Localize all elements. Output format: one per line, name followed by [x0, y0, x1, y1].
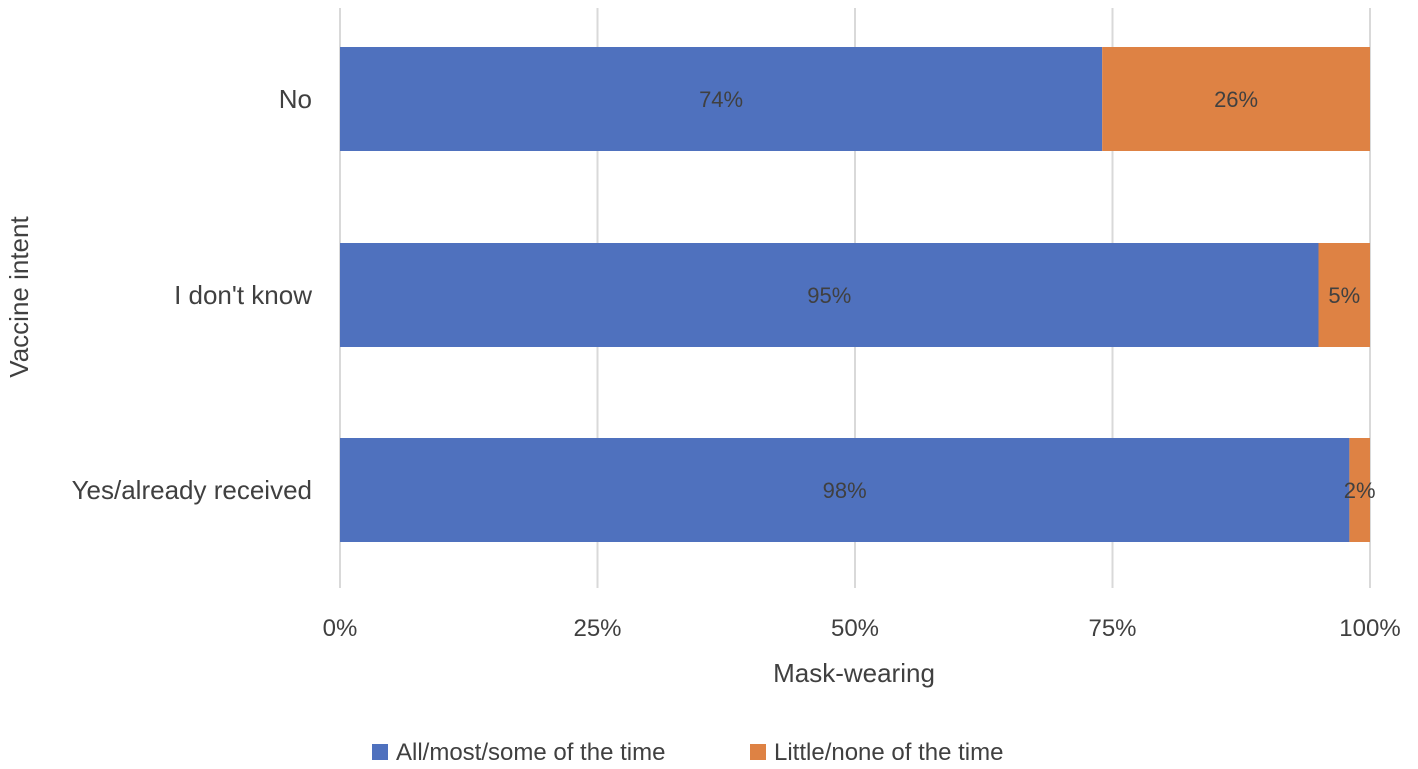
data-label: 98% [823, 478, 867, 503]
y-axis-title: Vaccine intent [4, 216, 34, 378]
bar-segment [340, 243, 1319, 347]
bar-segment [340, 47, 1103, 151]
x-tick-label: 0% [323, 615, 358, 642]
x-tick-label: 100% [1339, 615, 1400, 642]
legend-label: All/most/some of the time [396, 739, 665, 766]
bar-segment [1318, 243, 1370, 347]
legend: All/most/some of the time Little/none of … [372, 739, 1003, 766]
category-label: No [279, 84, 312, 114]
x-tick-label: 25% [573, 615, 621, 642]
x-axis-title: Mask-wearing [773, 658, 935, 688]
legend-label: Little/none of the time [774, 739, 1003, 766]
category-axis: No I don't know Yes/already received [72, 84, 313, 505]
legend-swatch [750, 744, 766, 760]
data-label: 5% [1328, 283, 1360, 308]
data-labels: 74% 26% 95% 5% 98% 2% [699, 87, 1376, 503]
category-label: Yes/already received [72, 475, 312, 505]
category-label: I don't know [174, 280, 312, 310]
bar-segment [1349, 438, 1370, 542]
value-axis: 0% 25% 50% 75% 100% [323, 615, 1401, 642]
data-label: 74% [699, 87, 743, 112]
data-label: 26% [1214, 87, 1258, 112]
data-label: 95% [807, 283, 851, 308]
x-tick-label: 50% [831, 615, 879, 642]
legend-swatch [372, 744, 388, 760]
x-tick-label: 75% [1088, 615, 1136, 642]
data-label: 2% [1344, 478, 1376, 503]
bar-segment [1102, 47, 1370, 151]
bar-segment [340, 438, 1350, 542]
bars [340, 47, 1370, 542]
